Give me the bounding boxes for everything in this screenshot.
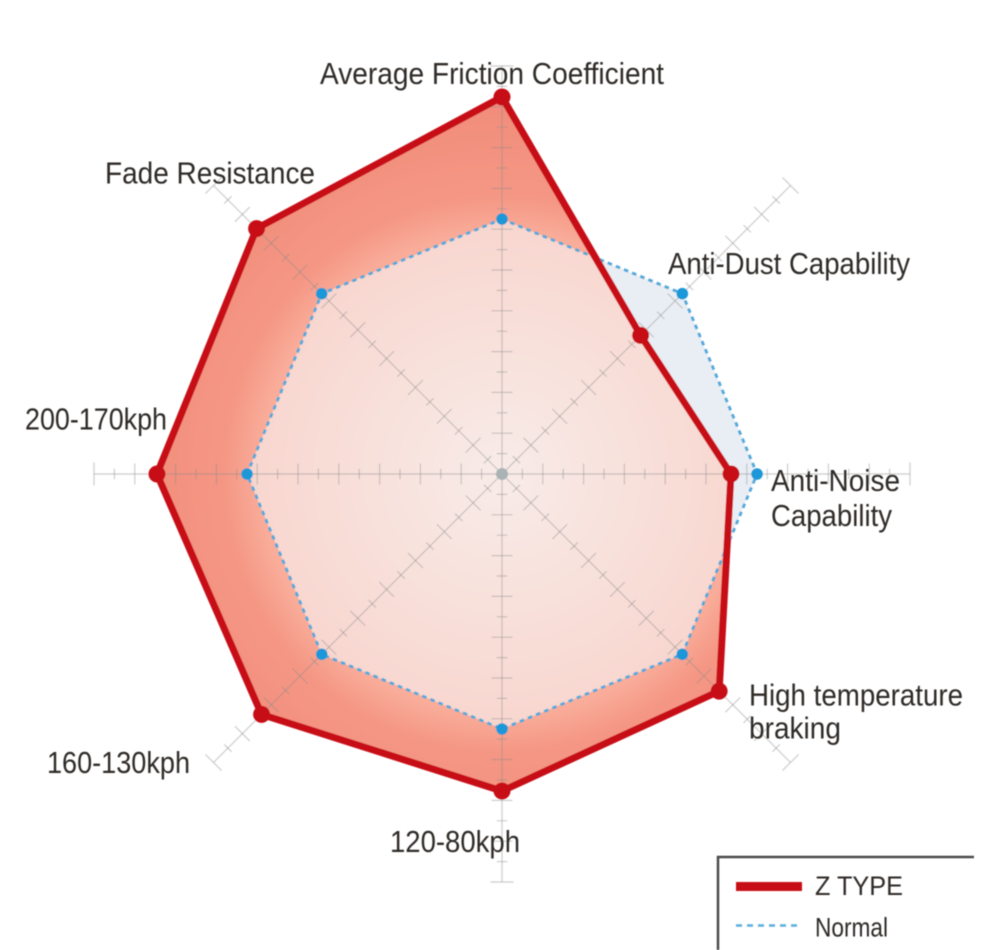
svg-text:Z TYPE: Z TYPE	[815, 871, 903, 901]
svg-text:Anti-Noise: Anti-Noise	[771, 463, 900, 498]
svg-text:200-170kph: 200-170kph	[25, 402, 167, 437]
svg-text:Average Friction Coefficient: Average Friction Coefficient	[320, 56, 664, 91]
svg-text:Anti-Dust Capability: Anti-Dust Capability	[668, 246, 910, 281]
svg-text:160-130kph: 160-130kph	[47, 745, 190, 780]
svg-text:Fade Resistance: Fade Resistance	[105, 156, 315, 191]
svg-text:High temperature: High temperature	[749, 678, 963, 713]
svg-text:Capability: Capability	[771, 498, 892, 533]
svg-text:Normal: Normal	[815, 913, 888, 943]
svg-text:120-80kph: 120-80kph	[390, 824, 520, 859]
svg-text:braking: braking	[749, 711, 841, 746]
